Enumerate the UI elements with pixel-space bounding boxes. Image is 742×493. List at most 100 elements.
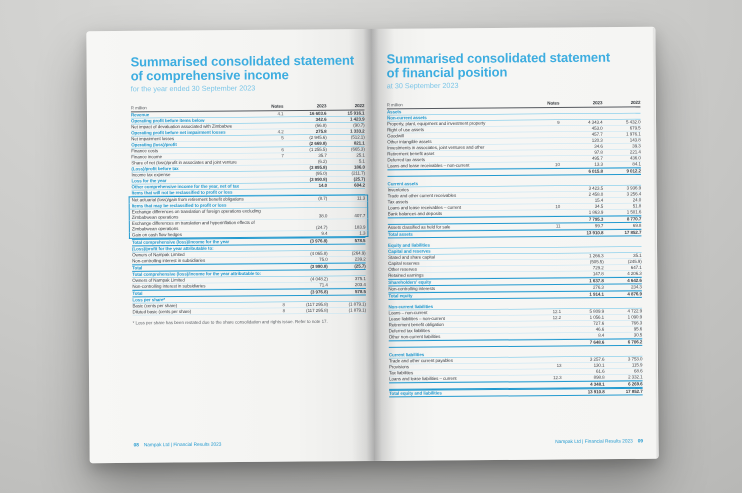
page-title-line2: of comprehensive income xyxy=(130,67,289,84)
value-2023: 14.0 xyxy=(318,182,328,189)
value-2022: 1 501.6 xyxy=(626,209,641,215)
value-2023: 147.8 xyxy=(592,271,604,277)
value-2023: 3 257.6 xyxy=(589,356,604,362)
value-2023: 13.3 xyxy=(593,161,603,167)
row-note: 11 xyxy=(555,223,560,229)
column-header-2023: 2023 xyxy=(592,100,602,106)
value-2023: 9.4 xyxy=(321,230,328,236)
row-note: 13 xyxy=(556,363,561,369)
value-2023: 1 863.9 xyxy=(588,209,603,215)
value-2022: 39.3 xyxy=(631,143,641,149)
value-2023: 16 603.6 xyxy=(309,110,327,117)
value-2022: 821.1 xyxy=(353,140,365,146)
value-2023: 34.6 xyxy=(593,143,603,149)
value-2022: 1.3 xyxy=(359,230,366,236)
row-note: 5 xyxy=(281,135,284,141)
value-2023: 38.0 xyxy=(318,213,328,219)
value-2023: 3 423.5 xyxy=(588,185,603,191)
value-2023: (6.2) xyxy=(317,158,327,165)
value-2022: 436.0 xyxy=(629,155,641,161)
value-2023: (505.5) xyxy=(589,259,604,265)
row-label: Gain on cash flow hedges xyxy=(131,231,182,238)
value-2023: 1 914.1 xyxy=(588,291,604,297)
page-title: Summarised consolidated statement of fin… xyxy=(386,50,640,81)
page-comprehensive-income: Summarised consolidated statement of com… xyxy=(86,29,375,464)
value-2022: 51.8 xyxy=(632,203,641,209)
value-2022: 407.7 xyxy=(354,213,366,219)
value-2022: 604.2 xyxy=(354,182,366,188)
row-label: Total comprehensive (loss)/income for th… xyxy=(131,239,230,245)
value-2022: 68.6 xyxy=(633,368,643,374)
value-2022: 234.3 xyxy=(630,284,642,290)
value-2022: 1 090.9 xyxy=(627,314,642,320)
row-note: 12.1 xyxy=(552,309,561,315)
value-2022: 84.1 xyxy=(631,161,641,167)
value-2022: (25.7) xyxy=(354,263,366,269)
value-2022: 17 852.7 xyxy=(625,388,643,394)
value-2022: 143.8 xyxy=(629,137,641,143)
row-note: 12.3 xyxy=(552,375,562,381)
value-2023: (2 945.6) xyxy=(309,134,327,141)
value-2023: 457.7 xyxy=(591,131,603,137)
value-2022: 69.8 xyxy=(632,222,641,229)
income-statement-rows: Revenue 4.1 16 603.6 15 916.1 Operating prof… xyxy=(128,110,369,316)
value-2022: 9 012.2 xyxy=(625,168,641,174)
value-2022: 17 852.7 xyxy=(623,229,641,236)
value-2022: (90.7) xyxy=(353,122,365,128)
value-2023: 4 348.1 xyxy=(589,381,605,387)
value-2023: (4 065.8) xyxy=(310,250,328,256)
value-2023: 46.6 xyxy=(595,326,604,332)
value-2022: (1 879.1) xyxy=(348,307,367,313)
value-2023: (4 048.2) xyxy=(310,276,328,282)
row-label: Non-controlling interest in subsidiaries xyxy=(132,283,206,289)
value-2022: (245.9) xyxy=(627,258,642,265)
value-2023: 729.2 xyxy=(592,265,604,271)
value-2022: 766.3 xyxy=(630,320,642,326)
value-2023: 61.6 xyxy=(595,368,605,374)
row-note: 10 xyxy=(554,162,560,168)
value-2022: (25.7) xyxy=(353,176,366,182)
value-2023: 4 343.4 xyxy=(587,119,603,125)
value-2022: 4 642.6 xyxy=(626,277,642,284)
value-2023: 453.0 xyxy=(591,125,603,131)
row-note: 6 xyxy=(281,147,284,153)
page-subtitle: for the year ended 30 September 2023 xyxy=(130,84,256,94)
value-2023: 130.1 xyxy=(593,362,604,368)
page-financial-position: Summarised consolidated statement of fin… xyxy=(370,26,659,461)
row-note: 10 xyxy=(554,204,560,210)
footer-text: Nampak Ltd | Financial Results 2023 xyxy=(554,438,633,445)
value-2022: 375.1 xyxy=(354,276,366,282)
value-2022: (211.7) xyxy=(351,170,365,176)
value-2022: 183.9 xyxy=(354,224,366,230)
value-2023: (1 255.5) xyxy=(309,146,327,153)
value-2023: 898.8 xyxy=(593,374,605,380)
value-2023: 275.8 xyxy=(315,128,327,135)
value-2022: 647.1 xyxy=(630,264,642,271)
row-note: 12.2 xyxy=(552,315,561,321)
row-note: 8 xyxy=(282,308,286,314)
value-2023: (66.8) xyxy=(315,122,327,129)
left-page-footer: 08 Nampak Ltd | Financial Results 2023 xyxy=(134,441,368,448)
unit-label: R million xyxy=(130,105,147,111)
value-2023: 35.7 xyxy=(318,152,327,159)
row-note: 4.1 xyxy=(277,111,284,117)
row-note: 9 xyxy=(556,120,560,126)
value-2023: (3 990.8) xyxy=(310,263,328,269)
value-2023: 71.4 xyxy=(319,282,328,288)
loss-per-share-footnote: * Loss per share has been restated due t… xyxy=(132,318,328,326)
value-2022: 11.3 xyxy=(356,195,366,201)
value-2022: 3 936.9 xyxy=(626,185,641,191)
value-2023: 7 648.6 xyxy=(589,339,604,345)
page-subtitle: at 30 September 2023 xyxy=(386,81,459,91)
value-2023: 8.4 xyxy=(597,332,604,338)
value-2022: 5.1 xyxy=(358,158,365,164)
row-label: Total xyxy=(132,290,143,296)
page-title: Summarised consolidated statement of com… xyxy=(130,53,364,84)
value-2022: 2 332.1 xyxy=(627,374,643,380)
value-2023: (8.7) xyxy=(318,195,328,202)
page-number: 08 xyxy=(133,442,139,448)
value-2022: 4 722.9 xyxy=(627,308,642,314)
row-label: Exchange differences on translation and … xyxy=(131,219,255,232)
value-2023: (95.0) xyxy=(315,170,327,177)
